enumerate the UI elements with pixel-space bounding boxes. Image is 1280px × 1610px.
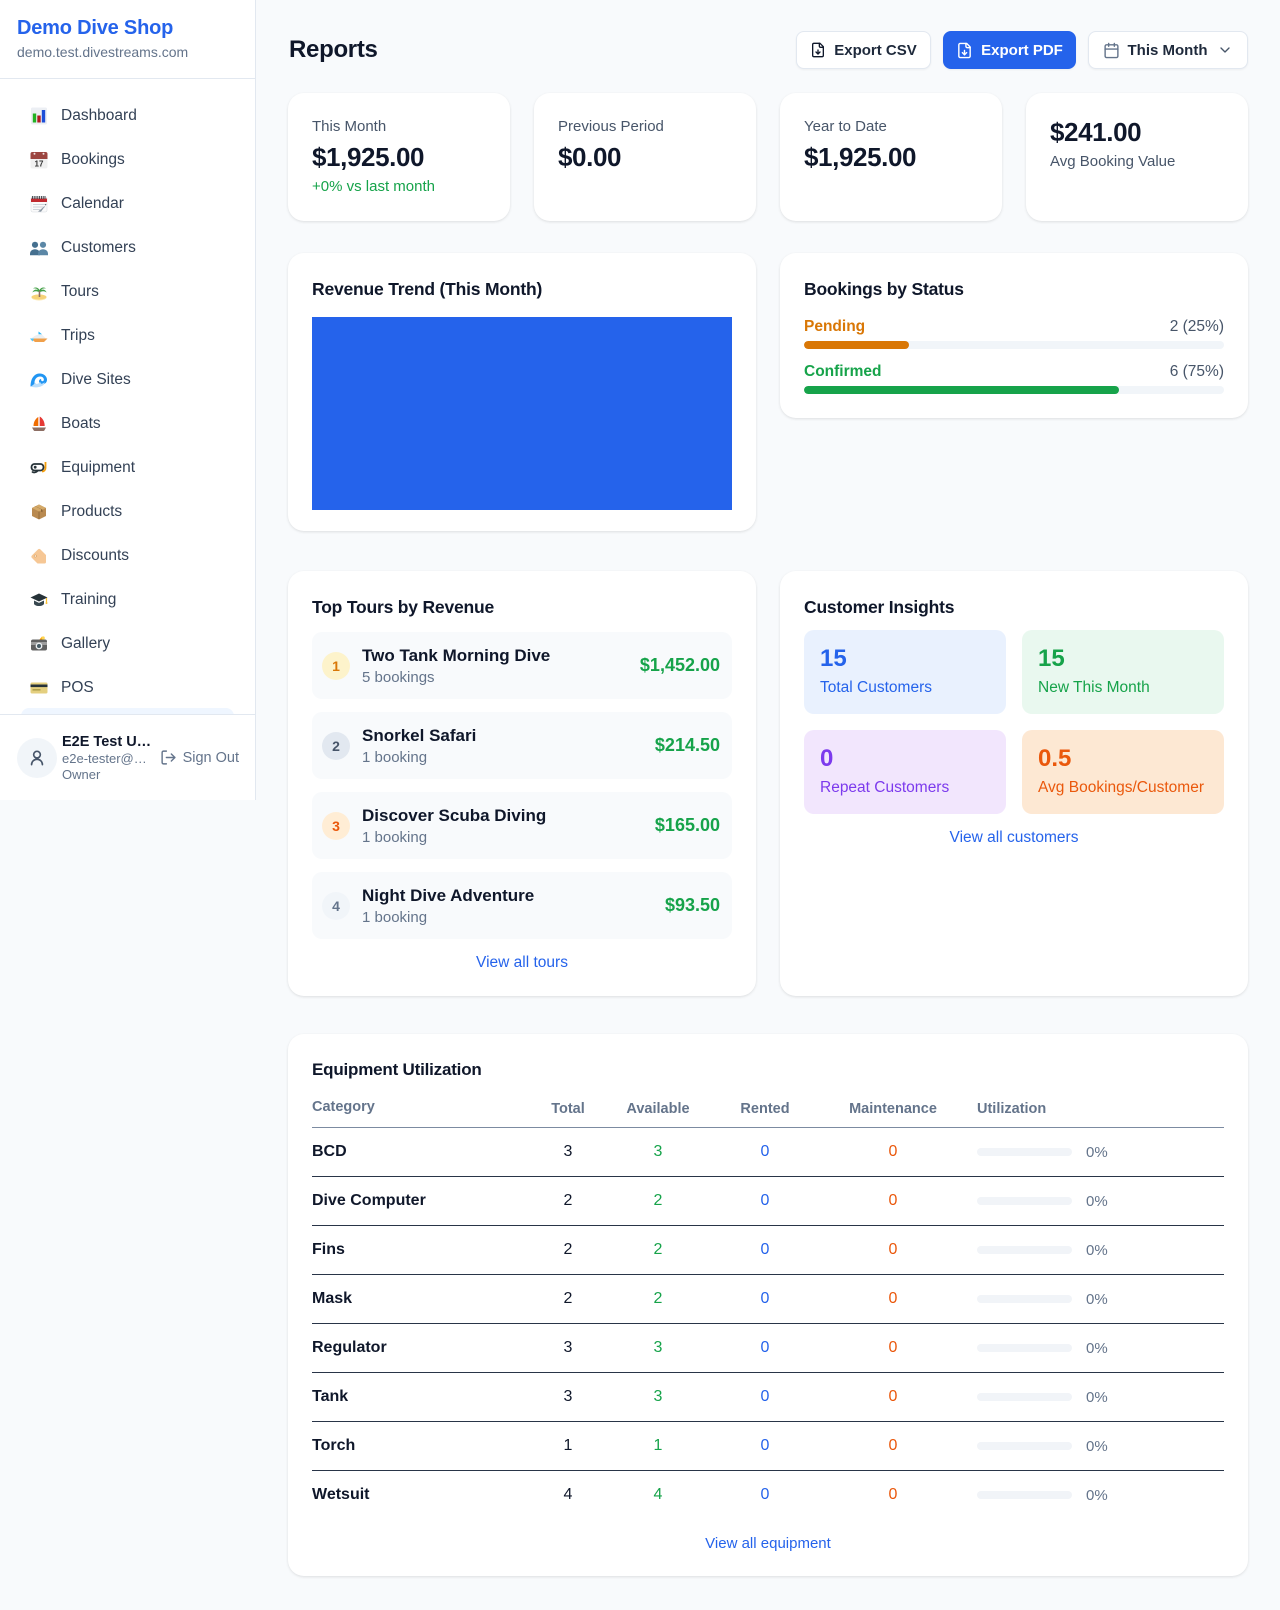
svg-text:17: 17 xyxy=(35,160,44,169)
